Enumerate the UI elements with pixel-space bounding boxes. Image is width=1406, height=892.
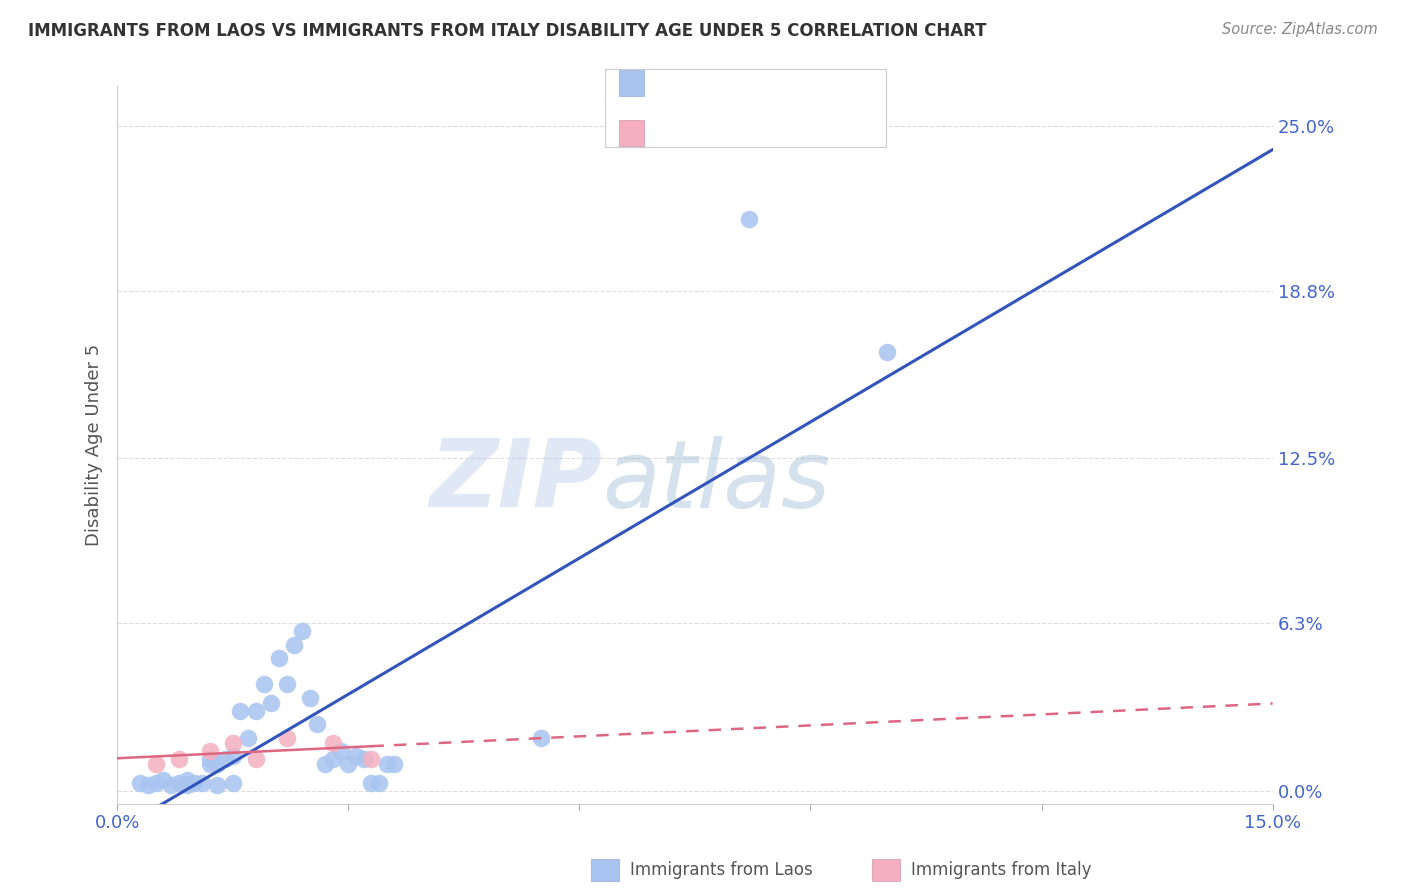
Point bbox=[298, 690, 321, 705]
Point bbox=[314, 757, 336, 772]
Point bbox=[307, 717, 329, 731]
Text: ZIP: ZIP bbox=[430, 435, 603, 527]
Point bbox=[375, 757, 398, 772]
Point bbox=[167, 775, 190, 789]
Point bbox=[368, 775, 391, 789]
Point bbox=[267, 650, 290, 665]
Text: atlas: atlas bbox=[603, 435, 831, 526]
Point bbox=[360, 775, 382, 789]
Point bbox=[276, 677, 298, 691]
Text: Immigrants from Laos: Immigrants from Laos bbox=[630, 861, 813, 879]
Point bbox=[167, 752, 190, 766]
Text: Immigrants from Italy: Immigrants from Italy bbox=[911, 861, 1091, 879]
Text: -0.092: -0.092 bbox=[697, 124, 756, 142]
Point bbox=[176, 773, 198, 788]
Text: 0.608: 0.608 bbox=[697, 74, 749, 92]
Point bbox=[214, 752, 236, 766]
Text: N =: N = bbox=[756, 124, 787, 142]
Point bbox=[129, 775, 152, 789]
Point bbox=[191, 775, 214, 789]
Point bbox=[222, 775, 245, 789]
Point bbox=[229, 704, 252, 718]
Point bbox=[198, 752, 221, 766]
Point bbox=[207, 778, 229, 792]
Point bbox=[236, 731, 259, 745]
Y-axis label: Disability Age Under 5: Disability Age Under 5 bbox=[86, 344, 103, 546]
Point bbox=[353, 752, 375, 766]
Point bbox=[384, 757, 406, 772]
Point bbox=[183, 775, 205, 789]
Point bbox=[876, 345, 898, 359]
Point bbox=[283, 638, 305, 652]
Point bbox=[176, 778, 198, 792]
Point bbox=[276, 731, 298, 745]
Point bbox=[329, 744, 352, 758]
Point bbox=[222, 736, 245, 750]
Point bbox=[530, 731, 553, 745]
Text: Source: ZipAtlas.com: Source: ZipAtlas.com bbox=[1222, 22, 1378, 37]
Point bbox=[252, 677, 274, 691]
Point bbox=[222, 749, 245, 764]
Point bbox=[260, 696, 283, 710]
Point bbox=[322, 752, 344, 766]
Point bbox=[245, 752, 267, 766]
Point bbox=[198, 757, 221, 772]
Point bbox=[291, 624, 314, 639]
Text: R =: R = bbox=[655, 74, 686, 92]
Text: 41: 41 bbox=[796, 74, 818, 92]
Point bbox=[152, 773, 174, 788]
Point bbox=[337, 757, 360, 772]
Point bbox=[207, 757, 229, 772]
Point bbox=[738, 212, 761, 227]
Point bbox=[145, 775, 167, 789]
Point bbox=[198, 744, 221, 758]
Text: R =: R = bbox=[655, 124, 686, 142]
Text: IMMIGRANTS FROM LAOS VS IMMIGRANTS FROM ITALY DISABILITY AGE UNDER 5 CORRELATION: IMMIGRANTS FROM LAOS VS IMMIGRANTS FROM … bbox=[28, 22, 987, 40]
Point bbox=[145, 757, 167, 772]
Point bbox=[344, 749, 367, 764]
Point bbox=[160, 778, 183, 792]
Point bbox=[360, 752, 382, 766]
Point bbox=[245, 704, 267, 718]
Point bbox=[136, 778, 159, 792]
Text: N =: N = bbox=[756, 74, 787, 92]
Point bbox=[322, 736, 344, 750]
Text: 7: 7 bbox=[796, 124, 807, 142]
